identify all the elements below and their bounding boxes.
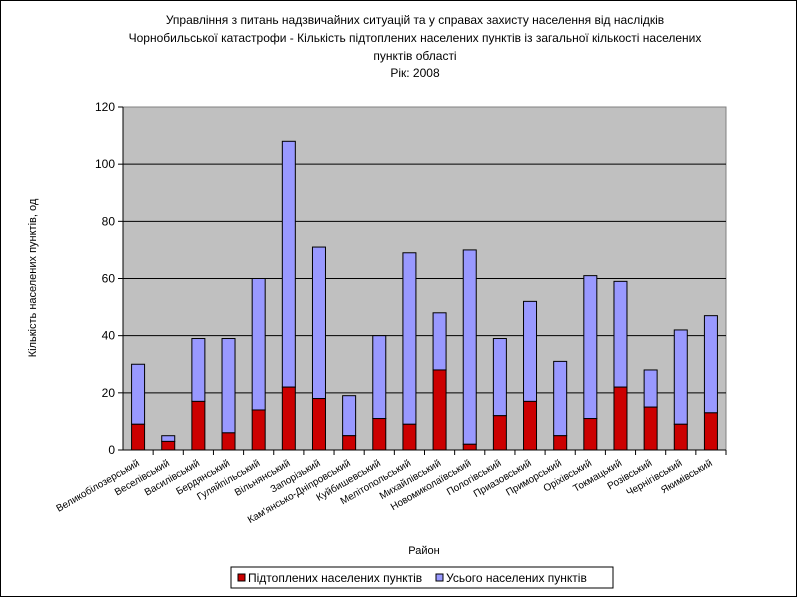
bar-total xyxy=(191,338,206,402)
y-tick-label: 40 xyxy=(102,329,116,343)
bar-total xyxy=(462,249,477,445)
bar-total xyxy=(372,335,387,420)
bar-flooded xyxy=(673,423,688,451)
bar-total xyxy=(161,435,176,442)
y-tick-label: 100 xyxy=(95,157,115,171)
bar-flooded xyxy=(161,440,176,451)
bar-flooded xyxy=(251,409,266,451)
bar-flooded xyxy=(402,423,417,451)
bar-flooded xyxy=(523,400,538,451)
bar-flooded xyxy=(462,443,477,451)
legend-box xyxy=(230,566,614,589)
bars xyxy=(131,140,718,451)
chart-title-line-4: Рік: 2008 xyxy=(390,66,440,80)
y-tick-label: 20 xyxy=(102,386,116,400)
bar-total xyxy=(492,338,507,417)
bar-total xyxy=(643,369,658,408)
bar-total xyxy=(703,315,718,414)
chart-title: Управління з питань надзвичайних ситуаці… xyxy=(129,13,702,80)
y-axis-title: Кількість населених пунктів, од xyxy=(27,198,39,357)
bar-total xyxy=(311,246,326,400)
axes xyxy=(118,106,727,455)
bar-total xyxy=(553,360,568,437)
bar-flooded xyxy=(613,386,628,451)
chart-title-line-3: пунктів області xyxy=(373,49,456,63)
chart-title-line-2: Чорнобильської катастрофи - Кількість пі… xyxy=(129,31,702,45)
y-tick-label: 80 xyxy=(102,214,116,228)
bar-total xyxy=(583,275,598,420)
bar-total xyxy=(221,338,236,434)
bar-flooded xyxy=(432,369,447,451)
bar-flooded xyxy=(703,412,718,451)
bar-flooded xyxy=(583,418,598,451)
y-tick-label: 120 xyxy=(95,100,115,114)
bar-total xyxy=(523,300,538,402)
bar-total xyxy=(402,252,417,425)
legend-swatch-total xyxy=(435,573,444,582)
bar-flooded xyxy=(342,435,357,451)
y-tick-label: 60 xyxy=(102,272,116,286)
x-axis-title: Район xyxy=(408,545,439,557)
bar-total xyxy=(281,140,296,388)
bar-flooded xyxy=(191,400,206,451)
bar-flooded xyxy=(643,406,658,451)
legend-swatch-flooded xyxy=(237,573,246,582)
bar-flooded xyxy=(131,423,146,451)
bar-total xyxy=(251,278,266,411)
bar-total xyxy=(432,312,447,371)
chart-title-line-1: Управління з питань надзвичайних ситуаці… xyxy=(166,13,664,27)
y-tick-labels: 0 20 40 60 80 100 120 xyxy=(95,100,115,457)
bar-total xyxy=(342,395,357,437)
x-category-labels: ВеликобілозерськийВеселівськийВасилівськ… xyxy=(54,457,714,526)
legend-label-flooded: Підтоплених населених пунктів xyxy=(248,571,422,585)
bar-total xyxy=(673,329,688,425)
legend-label-total: Усього населених пунктів xyxy=(446,571,587,585)
legend: Підтоплених населених пунктів Усього нас… xyxy=(230,566,614,589)
bar-total xyxy=(131,363,146,425)
bar-flooded xyxy=(372,418,387,451)
y-tick-label: 0 xyxy=(108,443,115,457)
bar-flooded xyxy=(553,435,568,451)
bar-flooded xyxy=(281,386,296,451)
bar-flooded xyxy=(492,415,507,451)
bar-flooded xyxy=(221,432,236,451)
bar-total xyxy=(613,280,628,388)
bar-flooded xyxy=(311,398,326,451)
